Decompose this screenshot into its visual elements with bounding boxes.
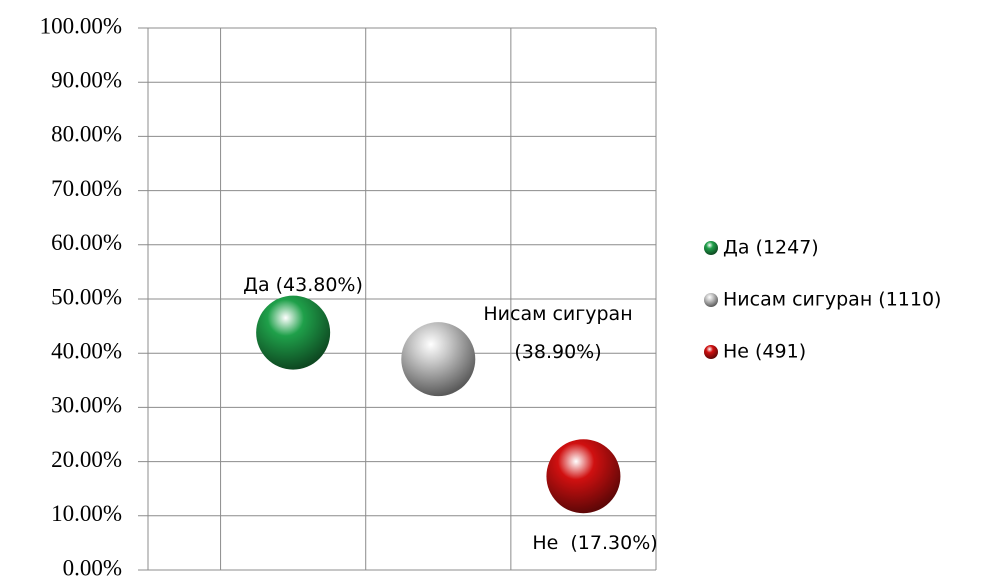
bubble — [401, 322, 476, 397]
y-tick-label: 80.00% — [51, 122, 122, 147]
y-tick-label: 0.00% — [63, 555, 122, 579]
y-tick-label: 90.00% — [51, 67, 122, 92]
y-tick-label: 30.00% — [51, 393, 122, 418]
y-tick-label: 70.00% — [51, 176, 122, 201]
y-tick-label: 10.00% — [51, 501, 122, 526]
bubble — [256, 295, 331, 370]
legend-marker — [704, 293, 718, 307]
y-tick-label: 100.00% — [40, 13, 122, 38]
data-label: Да (43.80%) — [243, 274, 363, 296]
legend-marker — [704, 241, 718, 255]
y-tick-label: 40.00% — [51, 338, 122, 363]
legend-marker — [704, 345, 718, 359]
legend-label: Не (491) — [723, 341, 806, 363]
y-tick-label: 60.00% — [51, 230, 122, 255]
data-label: Не (17.30%) — [532, 532, 658, 554]
legend-label: Нисам сигуран (1110) — [723, 289, 941, 311]
y-tick-label: 50.00% — [51, 284, 122, 309]
legend-label: Да (1247) — [723, 237, 819, 259]
data-label: Нисам сигуран (38.90%) — [483, 303, 633, 363]
bubble — [546, 439, 621, 514]
y-tick-label: 20.00% — [51, 447, 122, 472]
